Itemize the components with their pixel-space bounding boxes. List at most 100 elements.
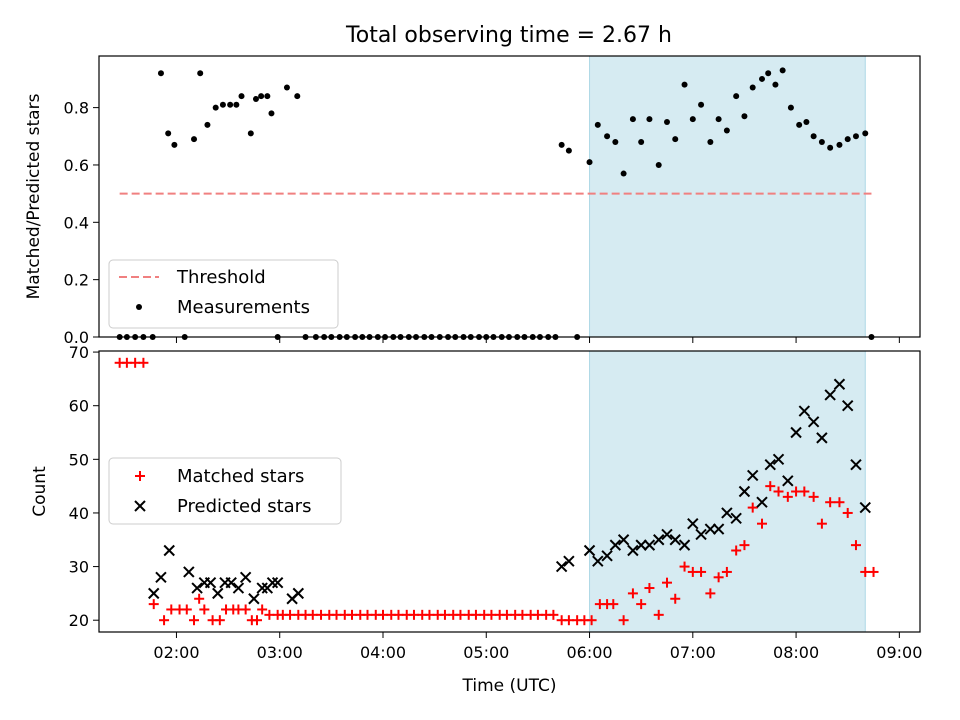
measurement-point	[663, 118, 670, 125]
measurement-point	[681, 81, 688, 88]
matched-star-point	[661, 577, 672, 588]
predicted-star-point-b	[292, 587, 305, 600]
predicted-star-point	[232, 582, 245, 594]
predicted-star-point	[592, 555, 604, 567]
matched-star-point	[653, 609, 664, 620]
matched-star-point	[773, 486, 784, 497]
measurement-point	[594, 121, 601, 128]
measurement-point	[707, 139, 714, 146]
predicted-star-point	[850, 458, 862, 471]
time-x-tick-label: 03:00	[257, 643, 303, 662]
matched-star-point	[148, 599, 159, 610]
count-y-tick-label: 50	[69, 450, 89, 469]
predicted-star-point	[248, 593, 260, 605]
predicted-star-point	[555, 560, 568, 573]
predicted-star-point-b	[232, 582, 245, 594]
matched-star-point	[842, 507, 853, 518]
measurement-point	[620, 170, 627, 177]
measurement-point	[723, 127, 730, 134]
time-x-axis-label: Time (UTC)	[462, 676, 557, 696]
measurement-point	[698, 101, 705, 108]
measurement-point	[765, 70, 772, 77]
measurement-point	[803, 118, 810, 125]
measurement-point	[827, 144, 834, 151]
ratio-y-axis-label: Matched/Predicted stars	[24, 93, 44, 299]
predicted-star-point-b	[756, 496, 768, 508]
measurement-point	[672, 136, 679, 143]
matched-star-point	[713, 572, 724, 583]
matched-star-point	[670, 593, 681, 604]
legend-threshold-label: Threshold	[176, 267, 266, 288]
predicted-star-point	[583, 544, 596, 557]
measurement-point	[818, 139, 825, 146]
legend-matched-swatch	[135, 471, 145, 481]
matched-star-point	[199, 604, 210, 615]
predicted-star-point	[212, 587, 224, 600]
measurement-point	[733, 93, 740, 100]
ratio-y-tick-label: 0.0	[64, 328, 89, 347]
measurement-point	[227, 101, 234, 108]
measurement-point	[862, 130, 869, 137]
predicted-star-point	[204, 576, 217, 589]
measurement-point	[219, 101, 226, 108]
predicted-star-point-b	[225, 576, 237, 589]
measurement-point	[638, 139, 645, 146]
matched-star-point	[627, 588, 638, 599]
ratio-panel: 0.00.20.40.60.8 Matched/Predicted stars …	[24, 55, 921, 347]
count-y-tick-label: 40	[69, 504, 89, 523]
predicted-star-point	[824, 389, 836, 401]
matched-star-point	[747, 502, 758, 513]
measurement-point	[252, 96, 259, 103]
matched-star-point	[782, 491, 793, 502]
predicted-star-point	[772, 453, 785, 466]
measurement-point	[171, 141, 178, 148]
measurement-point	[772, 81, 779, 88]
matched-star-point	[644, 583, 655, 594]
measurement-point	[264, 93, 271, 100]
predicted-star-point	[601, 550, 613, 562]
matched-star-point	[636, 599, 647, 610]
predicted-star-point	[627, 544, 639, 557]
predicted-star-point-b	[850, 458, 862, 471]
matched-star-point	[816, 518, 827, 529]
measurement-point	[810, 133, 817, 140]
matched-star-point	[756, 518, 767, 529]
matched-star-point	[194, 593, 205, 604]
predicted-star-point-b	[583, 544, 596, 557]
measurement-point	[258, 93, 265, 100]
measurement-point	[758, 75, 765, 82]
predicted-star-point	[617, 534, 630, 546]
legend-measurements-swatch	[136, 304, 142, 310]
matched-star-point	[138, 357, 149, 368]
measurement-point	[233, 101, 240, 108]
predicted-star-point-b	[746, 469, 759, 482]
count-panel-frame	[98, 350, 921, 633]
measurement-point	[779, 67, 786, 74]
predicted-star-point	[756, 496, 768, 508]
matched-star-point	[868, 566, 879, 577]
matched-star-point	[240, 604, 251, 615]
predicted-star-point-b	[678, 539, 691, 551]
count-legend: Matched stars Predicted stars	[108, 457, 342, 525]
predicted-star-point-b	[653, 534, 665, 546]
matched-star-point	[586, 615, 597, 626]
ratio-y-tick-label: 0.2	[64, 271, 89, 290]
ratio-legend-box	[108, 259, 339, 329]
predicted-star-point-b	[609, 539, 622, 551]
predicted-star-point-b	[842, 399, 854, 412]
legend-predicted-label: Predicted stars	[177, 496, 311, 517]
matched-star-point	[252, 615, 263, 626]
predicted-star-point-b	[833, 378, 846, 390]
matched-star-point	[808, 491, 819, 502]
predicted-star-point	[807, 416, 820, 428]
predicted-star-point	[687, 517, 699, 530]
predicted-star-point-b	[601, 550, 613, 562]
measurement-point	[565, 147, 572, 154]
count-y-tick-label: 30	[69, 558, 89, 577]
measurement-point	[796, 121, 803, 128]
measurement-point	[844, 136, 851, 143]
predicted-star-point	[678, 539, 691, 551]
predicted-star-point-b	[824, 389, 836, 401]
predicted-star-point-b	[687, 517, 699, 530]
